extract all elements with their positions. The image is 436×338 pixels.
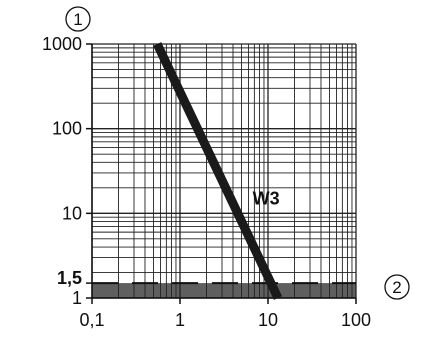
x-tick-label: 10 [258, 310, 278, 330]
threshold-band [92, 283, 356, 298]
y-threshold-label: 1,5 [57, 268, 82, 288]
marker-label-2: 2 [392, 278, 401, 297]
marker-label-1: 1 [73, 10, 82, 29]
marker-circle-1 [65, 6, 91, 32]
grid-layer [91, 43, 357, 299]
x-tick-label: 0,1 [79, 310, 104, 330]
x-tick-label: 100 [341, 310, 371, 330]
y-tick-label: 1 [72, 288, 82, 308]
series-layer [153, 42, 283, 300]
series-label-w3: W3 [253, 188, 280, 208]
threshold-band-layer [92, 283, 356, 298]
x-tick-label: 1 [175, 310, 185, 330]
y-tick-label: 1000 [42, 34, 82, 54]
series-line-w3 [153, 42, 283, 300]
axis-layer [86, 43, 357, 304]
marker-circle-2 [384, 274, 410, 300]
y-tick-label: 10 [62, 203, 82, 223]
y-tick-label: 100 [52, 119, 82, 139]
